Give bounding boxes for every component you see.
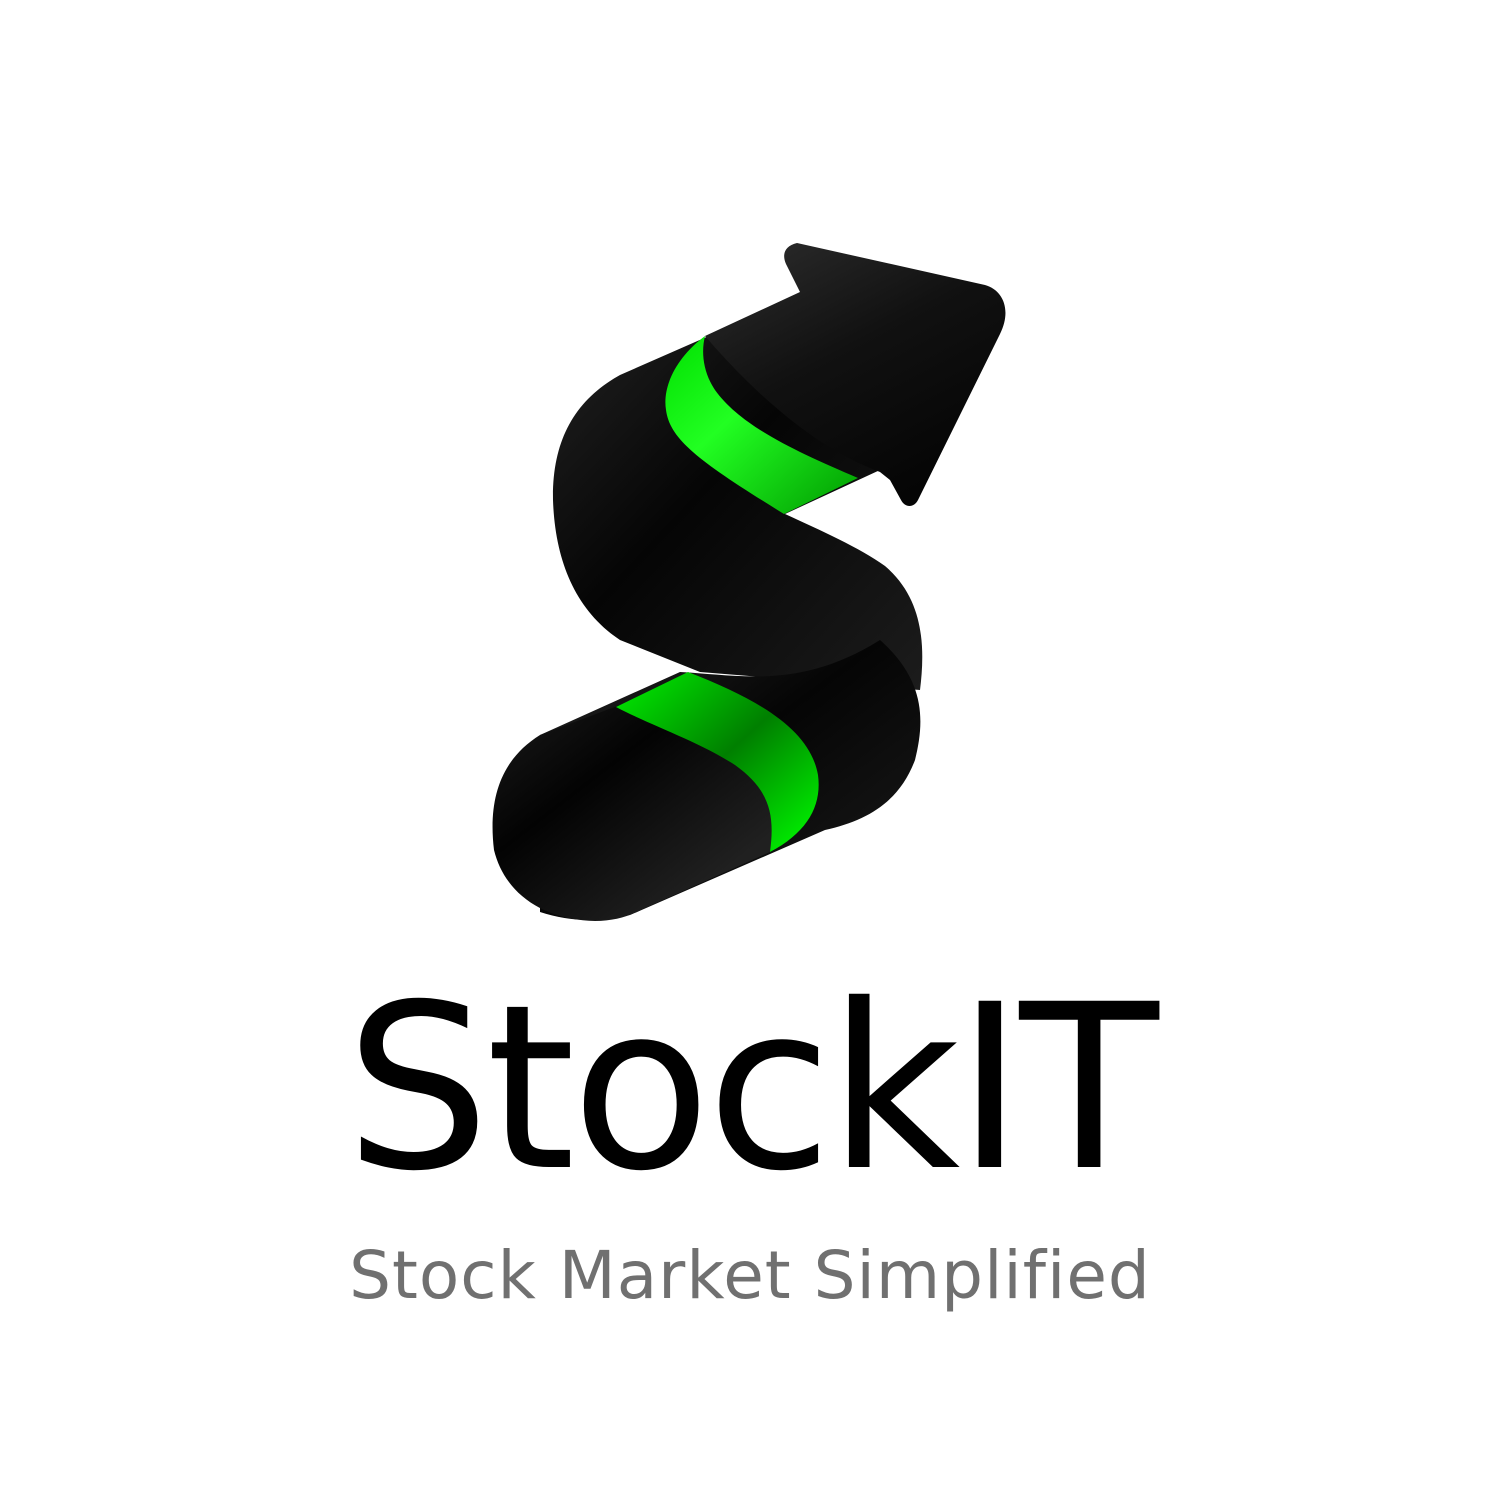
bottom-cap-shape [492, 705, 773, 921]
tagline: Stock Market Simplified [349, 1237, 1151, 1314]
arrow-head-shape [705, 243, 1006, 506]
green-band-bottom [616, 672, 819, 852]
green-band-top [665, 336, 858, 514]
brand-name: StockIT [345, 955, 1159, 1221]
